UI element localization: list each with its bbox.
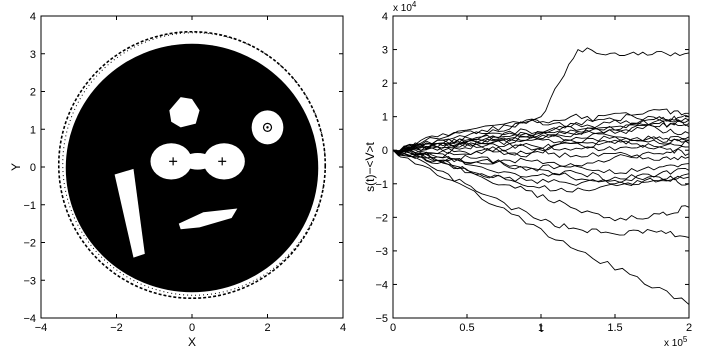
- left-y-tick-label: 3: [30, 49, 36, 61]
- right-y-tick-label: −2: [375, 212, 388, 224]
- walk-series-line: [392, 134, 690, 156]
- cross-marker: [169, 157, 178, 166]
- island-lower-lens: [178, 208, 238, 230]
- circle-marker-dot: [266, 126, 269, 129]
- right-x-tick-label: 1.5: [607, 322, 622, 334]
- left-y-tick-label: −2: [23, 238, 36, 250]
- right-x-tick-label: 0: [390, 322, 396, 334]
- walk-series-line: [392, 149, 690, 305]
- phase-portrait-panel: −4 −2 0 2 4 4 3 2 1 0 −1 −2 −3 −4 X Y: [9, 11, 346, 349]
- island-left-sliver: [114, 168, 145, 258]
- right-x-tick-label: 0.5: [459, 322, 474, 334]
- left-y-tick-label: 4: [30, 11, 36, 23]
- island-neck: [182, 153, 213, 170]
- right-plot-area: [392, 47, 690, 305]
- left-y-tick-label: −1: [23, 200, 36, 212]
- walk-series-line: [392, 149, 690, 186]
- left-y-tick-label: 0: [30, 162, 36, 174]
- walk-series-line: [392, 129, 690, 154]
- left-x-tick-label: 2: [264, 322, 270, 334]
- outer-orbit-ring: [57, 30, 327, 300]
- right-x-exponent: x 105: [664, 335, 688, 349]
- right-y-tick-label: −1: [375, 179, 388, 191]
- right-x-tick-label: 2: [686, 322, 692, 334]
- walk-series-line: [392, 149, 690, 186]
- walk-series-line: [392, 47, 690, 152]
- walk-series-line: [392, 108, 689, 152]
- left-tick-group: −4 −2 0 2 4 4 3 2 1 0 −1 −2 −3 −4: [23, 11, 346, 334]
- island-upper: [169, 97, 200, 128]
- circle-marker: [262, 122, 273, 132]
- right-y-tick-label: −5: [375, 313, 388, 325]
- right-y-tick-label: −4: [375, 279, 388, 291]
- left-x-tick-label: −2: [110, 322, 123, 334]
- right-y-tick-label: 1: [382, 112, 388, 124]
- walk-series-line: [392, 135, 690, 159]
- right-y-tick-label: 4: [382, 11, 388, 23]
- walk-series-line: [392, 115, 690, 154]
- left-y-tick-label: 2: [30, 87, 36, 99]
- left-x-axis-label: X: [188, 335, 196, 349]
- right-y-tick-label: 0: [382, 145, 388, 157]
- displacement-panel: 0 0.5 1 1.5 2 4 3 2 1 0 −1 −2 −3 −4 −5 t s(t)−<V>t x 1…: [363, 0, 692, 349]
- left-x-tick-label: 4: [340, 322, 346, 334]
- walk-series-line: [392, 112, 690, 153]
- right-y-tick-label: 2: [382, 78, 388, 90]
- right-y-axis-label: s(t)−<V>t: [363, 141, 377, 191]
- walk-series-line: [392, 135, 690, 158]
- right-y-tick-label: −3: [375, 246, 388, 258]
- left-x-tick-label: 0: [189, 322, 195, 334]
- cross-marker: [218, 157, 227, 166]
- walk-series-line: [392, 149, 690, 222]
- left-plot-area: [57, 30, 327, 300]
- right-y-tick-label: 3: [382, 45, 388, 57]
- right-x-axis-label: t: [539, 321, 543, 335]
- walk-series-line: [392, 139, 690, 156]
- left-y-axis-label: Y: [9, 163, 23, 171]
- walk-series-line: [392, 145, 690, 168]
- right-y-exponent: x 104: [393, 0, 417, 14]
- walk-series-line: [392, 149, 690, 238]
- outer-orbit-ring-inner: [62, 32, 326, 296]
- left-y-tick-label: −3: [23, 275, 36, 287]
- right-tick-group: 0 0.5 1 1.5 2 4 3 2 1 0 −1 −2 −3 −4 −5: [375, 11, 692, 334]
- left-y-tick-label: 1: [30, 124, 36, 136]
- right-x-tick-label: 1: [538, 322, 544, 334]
- left-y-tick-label: −4: [23, 313, 36, 325]
- left-x-tick-label: −4: [35, 322, 48, 334]
- walk-series-line: [392, 138, 690, 161]
